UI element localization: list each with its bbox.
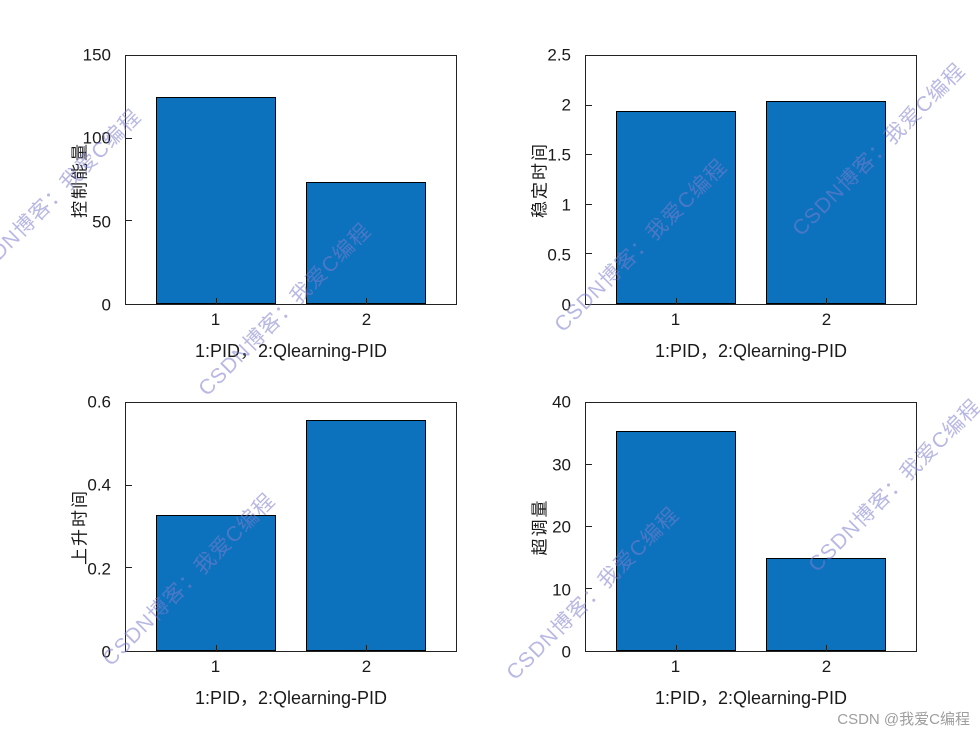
- x-axis-label: 1:PID，2:Qlearning-PID: [654, 341, 848, 361]
- y-tick-mark: [126, 137, 132, 139]
- x-tick-mark: [366, 645, 367, 651]
- y-tick-mark: [126, 567, 132, 569]
- y-tick-mark: [586, 253, 592, 255]
- y-tick-label: 2.5: [547, 45, 571, 65]
- plot-area: [125, 55, 457, 305]
- y-tick-mark: [586, 104, 592, 106]
- x-tick-mark: [366, 298, 367, 304]
- bar: [616, 430, 736, 651]
- x-tick-label: 2: [821, 310, 832, 329]
- y-axis-ticks: 0 50 100 150: [20, 47, 117, 314]
- x-tick-label: 2: [821, 657, 832, 676]
- x-tick-mark: [216, 645, 217, 651]
- bar: [306, 419, 426, 651]
- x-tick-label: 1: [210, 310, 221, 329]
- y-tick-label: 0: [101, 642, 111, 662]
- y-tick-label: 0: [561, 642, 571, 662]
- bar: [156, 97, 276, 304]
- y-tick-label: 0.5: [547, 245, 571, 265]
- y-tick-label: 100: [82, 128, 111, 148]
- y-tick-mark: [586, 154, 592, 156]
- y-tick-mark: [586, 526, 592, 527]
- y-tick-mark: [586, 464, 592, 465]
- x-tick-label: 2: [361, 657, 372, 676]
- x-tick-mark: [826, 645, 827, 651]
- y-tick-label: 0: [561, 295, 571, 315]
- x-tick-mark: [216, 298, 217, 304]
- y-tick-mark: [586, 588, 592, 589]
- y-axis-ticks: 0 10 20 30 40: [480, 394, 577, 661]
- bar: [306, 181, 426, 304]
- x-axis-label: 1:PID，2:Qlearning-PID: [654, 688, 848, 708]
- plot-area: [585, 402, 917, 652]
- y-tick-label: 1: [561, 195, 571, 215]
- x-tick-mark: [676, 645, 677, 651]
- y-axis-ticks: 0 0.2 0.4 0.6: [20, 394, 117, 661]
- x-tick-label: 1: [670, 657, 681, 676]
- y-tick-label: 30: [552, 455, 571, 474]
- y-tick-label: 0.6: [87, 392, 111, 412]
- y-tick-mark: [126, 220, 132, 222]
- bar: [156, 514, 276, 651]
- y-tick-mark: [126, 484, 132, 486]
- x-tick-mark: [676, 298, 677, 304]
- x-tick-mark: [826, 298, 827, 304]
- csdn-credit: CSDN @我爱C编程: [837, 711, 970, 728]
- x-tick-label: 1: [670, 310, 681, 329]
- x-tick-label: 2: [361, 310, 372, 329]
- y-tick-label: 0: [101, 295, 111, 315]
- bar: [766, 100, 886, 304]
- x-axis-label: 1:PID，2:Qlearning-PID: [194, 688, 388, 708]
- y-tick-label: 40: [552, 392, 571, 412]
- y-tick-label: 20: [552, 517, 571, 537]
- y-tick-label: 0.4: [87, 475, 111, 495]
- y-tick-label: 50: [92, 212, 111, 232]
- x-axis-label: 1:PID，2:Qlearning-PID: [194, 341, 388, 361]
- y-tick-label: 10: [552, 580, 571, 599]
- y-tick-mark: [586, 203, 592, 205]
- bar: [766, 558, 886, 651]
- plot-area: [125, 402, 457, 652]
- y-tick-label: 2: [561, 95, 571, 115]
- y-tick-label: 1.5: [547, 145, 571, 165]
- y-tick-label: 0.2: [87, 559, 111, 579]
- bar: [616, 110, 736, 304]
- y-axis-ticks: 0 0.5 1 1.5 2 2.5: [480, 47, 577, 314]
- plot-area: [585, 55, 917, 305]
- y-tick-label: 150: [82, 45, 111, 65]
- x-tick-label: 1: [210, 657, 221, 676]
